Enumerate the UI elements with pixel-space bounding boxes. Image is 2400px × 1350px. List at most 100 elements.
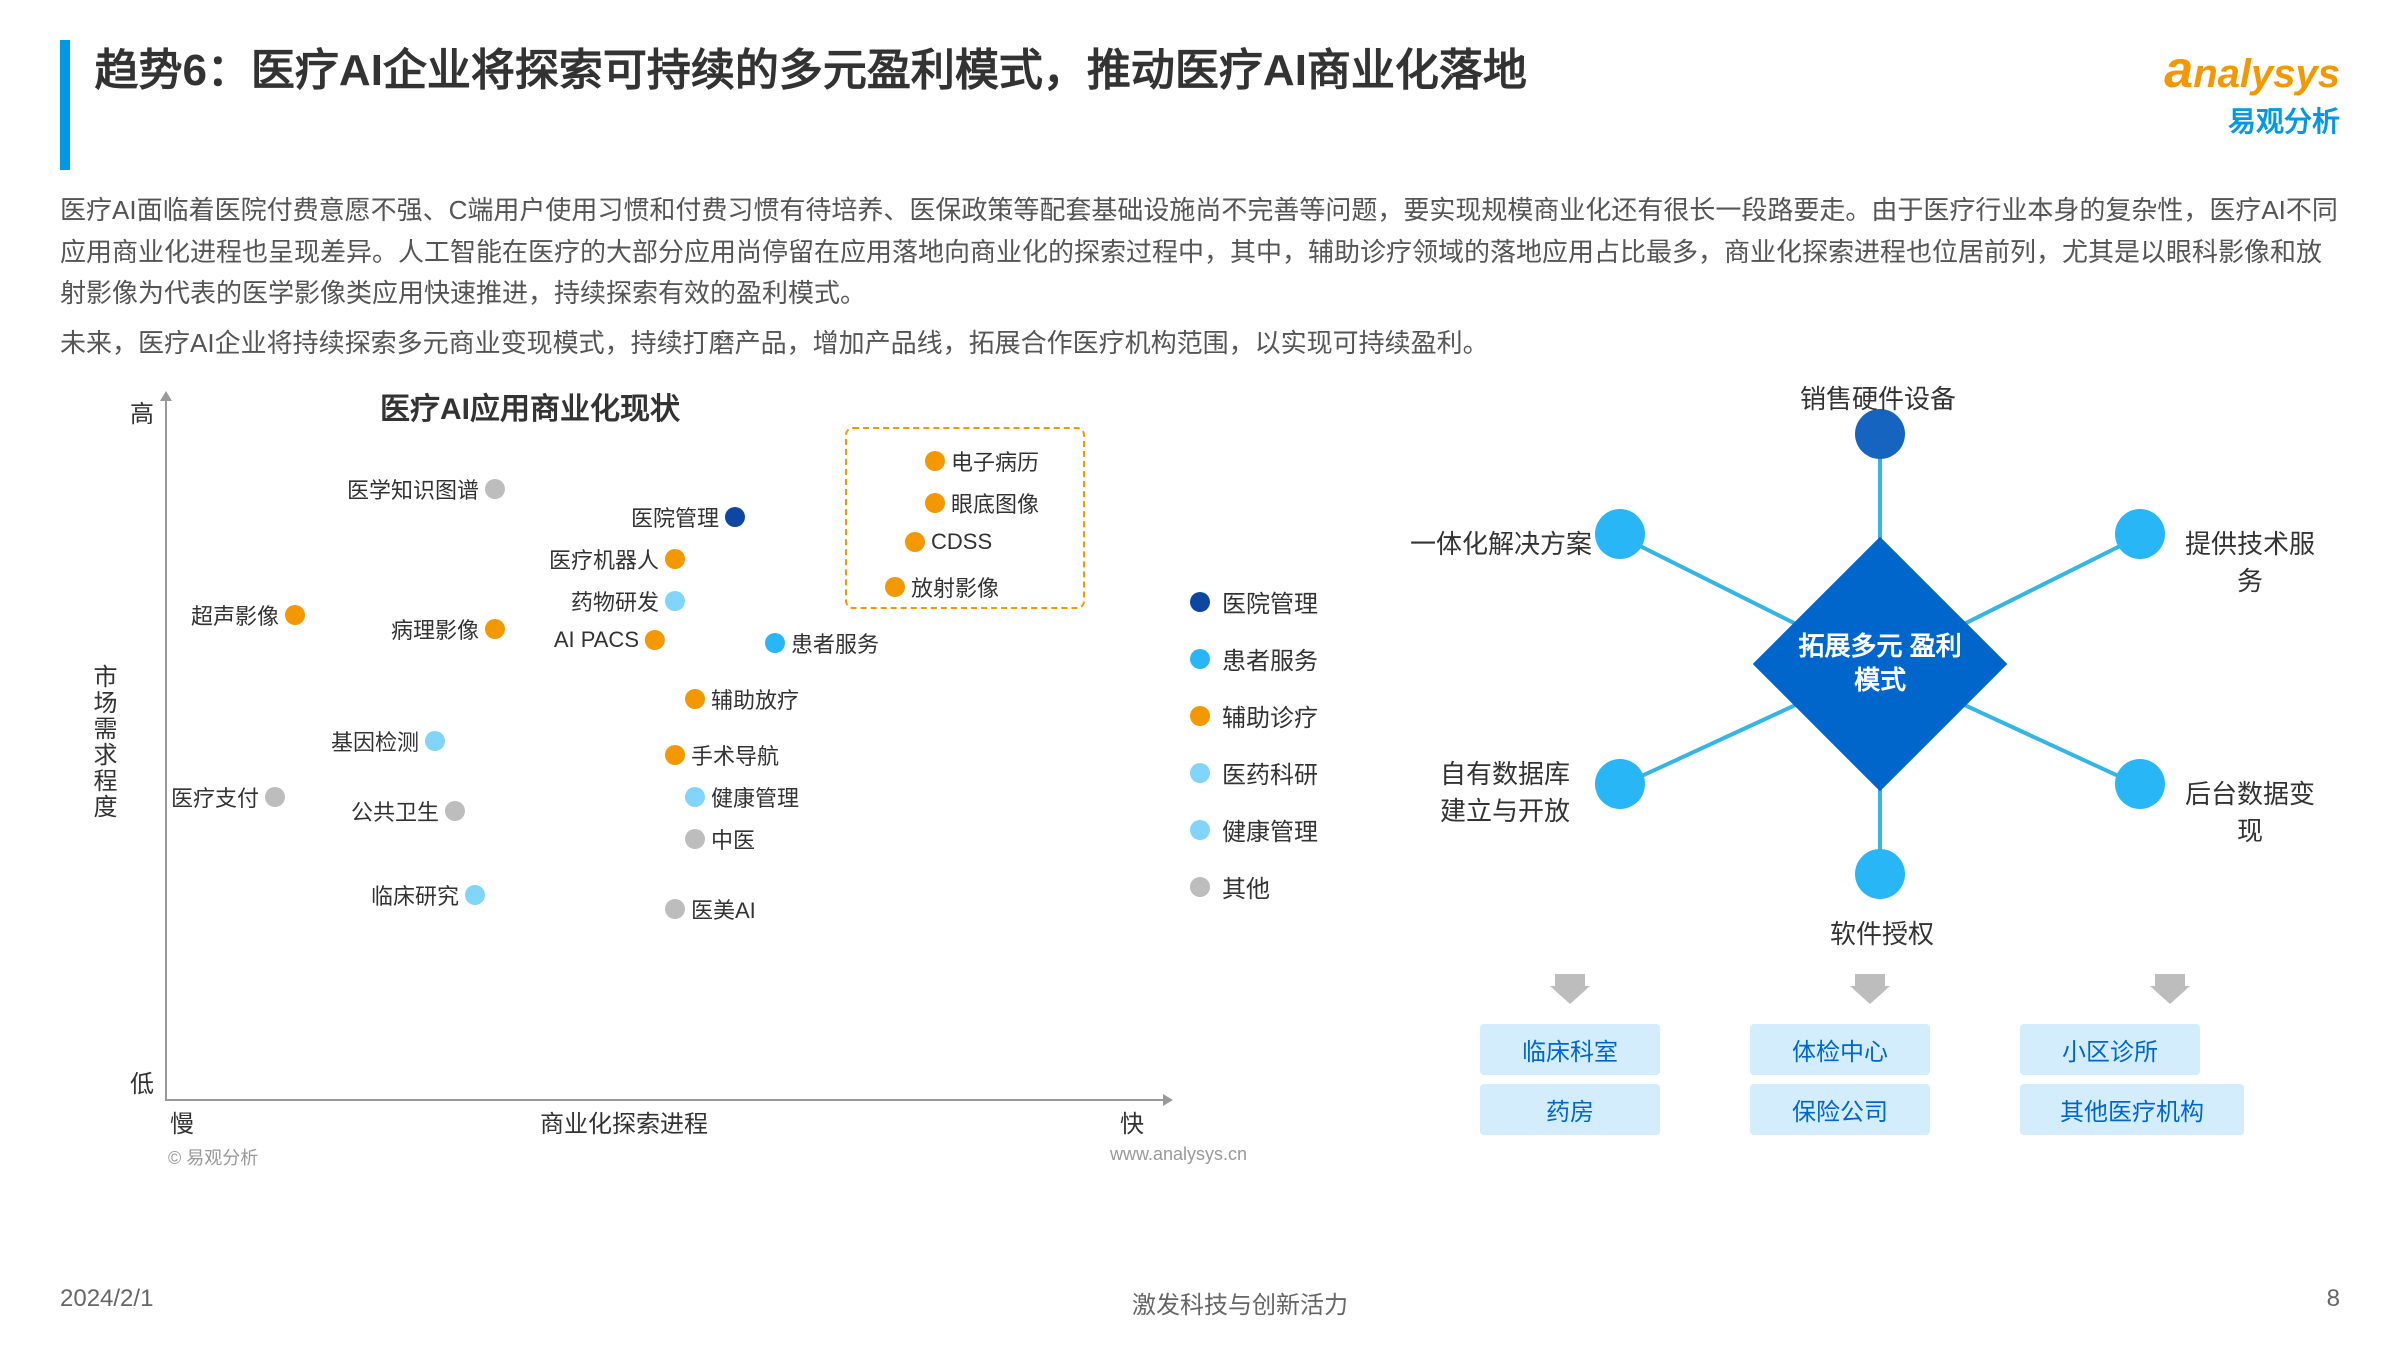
point-label: 辅助放疗	[711, 683, 799, 715]
point-dot	[685, 689, 705, 709]
x-axis-label: 商业化探索进程	[540, 1104, 708, 1139]
diagram-node-label: 软件授权	[1830, 914, 1934, 951]
diagram-node-label: 销售硬件设备	[1800, 379, 1956, 416]
y-axis-high: 高	[130, 394, 154, 429]
x-axis-line	[165, 1099, 1165, 1101]
point-label: 病理影像	[391, 613, 479, 645]
diagram-node	[2115, 759, 2165, 809]
point-label: 放射影像	[911, 571, 999, 603]
point-label: 眼底图像	[951, 487, 1039, 519]
scatter-point: 电子病历	[925, 445, 1045, 477]
title-block: 趋势6：医疗AI企业将探索可持续的多元盈利模式，推动医疗AI商业化落地	[60, 40, 2164, 170]
point-dot	[465, 885, 485, 905]
x-axis-slow: 慢	[170, 1104, 194, 1139]
point-label: 患者服务	[791, 627, 879, 659]
scatter-plot-area: 医学知识图谱医院管理 电子病历眼底图像 CDSS 放射影像 医疗机器人药物研发 超声影像 病…	[165, 399, 1165, 1099]
logo-main: analysys	[2164, 40, 2340, 100]
point-dot	[925, 493, 945, 513]
diagram-node	[1855, 849, 1905, 899]
legend-item: 医院管理	[1190, 584, 1318, 619]
point-dot	[265, 787, 285, 807]
x-axis-fast: 快	[1120, 1104, 1144, 1139]
point-dot	[765, 633, 785, 653]
point-label: 医学知识图谱	[347, 473, 479, 505]
diagram-node	[1595, 759, 1645, 809]
point-label: AI PACS	[554, 627, 639, 653]
point-dot	[285, 605, 305, 625]
legend-dot	[1190, 649, 1210, 669]
point-dot	[925, 451, 945, 471]
point-label: 基因检测	[331, 725, 419, 757]
scatter-point: 健康管理	[685, 781, 805, 813]
scatter-point: 眼底图像	[925, 487, 1045, 519]
diagram-node	[1595, 509, 1645, 559]
scatter-point: AI PACS	[548, 627, 665, 653]
legend-dot	[1190, 763, 1210, 783]
y-axis-low: 低	[130, 1064, 154, 1099]
diagram-node	[2115, 509, 2165, 559]
center-diamond-text: 拓展多元 盈利模式	[1790, 631, 1970, 699]
legend-dot	[1190, 877, 1210, 897]
title-accent-bar	[60, 40, 70, 170]
channel-tag: 体检中心	[1750, 1024, 1930, 1075]
arrow-down-icon	[2150, 974, 2190, 1004]
scatter-point: 患者服务	[765, 627, 885, 659]
point-dot	[445, 801, 465, 821]
legend-dot	[1190, 592, 1210, 612]
scatter-point: 超声影像	[185, 599, 305, 631]
scatter-point: 医疗支付	[165, 781, 285, 813]
content-row: 医疗AI应用商业化现状 高 低 市场需求程度 慢 快 商业化探索进程 医学知识图…	[60, 384, 2340, 1144]
point-dot	[485, 619, 505, 639]
center-diamond: 拓展多元 盈利模式	[1753, 537, 2008, 792]
diagram-node-label: 自有数据库建立与开放	[1440, 754, 1570, 828]
point-dot	[685, 787, 705, 807]
point-label: CDSS	[931, 529, 992, 555]
legend-label: 健康管理	[1222, 812, 1318, 847]
profit-model-diagram: 拓展多元 盈利模式 销售硬件设备提供技术服务后台数据变现软件授权自有数据库建立与…	[1420, 384, 2320, 1144]
scatter-point: 辅助放疗	[685, 683, 805, 715]
legend-item: 患者服务	[1190, 641, 1318, 676]
legend-item: 其他	[1190, 869, 1318, 904]
scatter-point: 公共卫生	[345, 795, 465, 827]
scatter-point: 药物研发	[565, 585, 685, 617]
point-label: 手术导航	[691, 739, 779, 771]
scatter-point: 医学知识图谱	[341, 473, 505, 505]
point-label: 医院管理	[631, 501, 719, 533]
point-label: 超声影像	[191, 599, 279, 631]
diagram-node-label: 提供技术服务	[2180, 524, 2320, 598]
point-dot	[485, 479, 505, 499]
legend-label: 医院管理	[1222, 584, 1318, 619]
footer: 2024/2/1 激发科技与创新活力 8	[60, 1285, 2340, 1320]
channel-tag: 药房	[1480, 1084, 1660, 1135]
scatter-point: 医疗机器人	[543, 543, 685, 575]
legend-label: 患者服务	[1222, 641, 1318, 676]
diagram-node-label: 后台数据变现	[2180, 774, 2320, 848]
scatter-point: 中医	[685, 823, 761, 855]
legend-label: 其他	[1222, 869, 1270, 904]
point-label: 医疗支付	[171, 781, 259, 813]
point-dot	[665, 745, 685, 765]
channel-tag: 保险公司	[1750, 1084, 1930, 1135]
arrow-down-icon	[1550, 974, 1590, 1004]
point-label: 电子病历	[951, 445, 1039, 477]
point-dot	[425, 731, 445, 751]
legend-label: 医药科研	[1222, 755, 1318, 790]
page-title: 趋势6：医疗AI企业将探索可持续的多元盈利模式，推动医疗AI商业化落地	[94, 40, 1526, 102]
paragraph-2: 未来，医疗AI企业将持续探索多元商业变现模式，持续打磨产品，增加产品线，拓展合作…	[60, 323, 2340, 365]
tag-row-2: 药房保险公司其他医疗机构	[1480, 1084, 2244, 1135]
arrow-down-icon	[1850, 974, 1890, 1004]
legend-dot	[1190, 820, 1210, 840]
paragraph-1: 医疗AI面临着医院付费意愿不强、C端用户使用习惯和付费习惯有待培养、医保政策等配…	[60, 190, 2340, 315]
chart-copyright: © 易观分析	[168, 1144, 258, 1170]
diagram-node	[1855, 409, 1905, 459]
chart-legend: 医院管理患者服务辅助诊疗医药科研健康管理其他	[1190, 584, 1318, 926]
point-label: 健康管理	[711, 781, 799, 813]
y-axis-label: 市场需求程度	[85, 664, 120, 820]
legend-item: 辅助诊疗	[1190, 698, 1318, 733]
header: 趋势6：医疗AI企业将探索可持续的多元盈利模式，推动医疗AI商业化落地 anal…	[60, 40, 2340, 170]
scatter-point: 医院管理	[625, 501, 745, 533]
footer-slogan: 激发科技与创新活力	[1132, 1285, 1348, 1320]
channel-tag: 临床科室	[1480, 1024, 1660, 1075]
point-label: 中医	[711, 823, 755, 855]
point-dot	[905, 532, 925, 552]
